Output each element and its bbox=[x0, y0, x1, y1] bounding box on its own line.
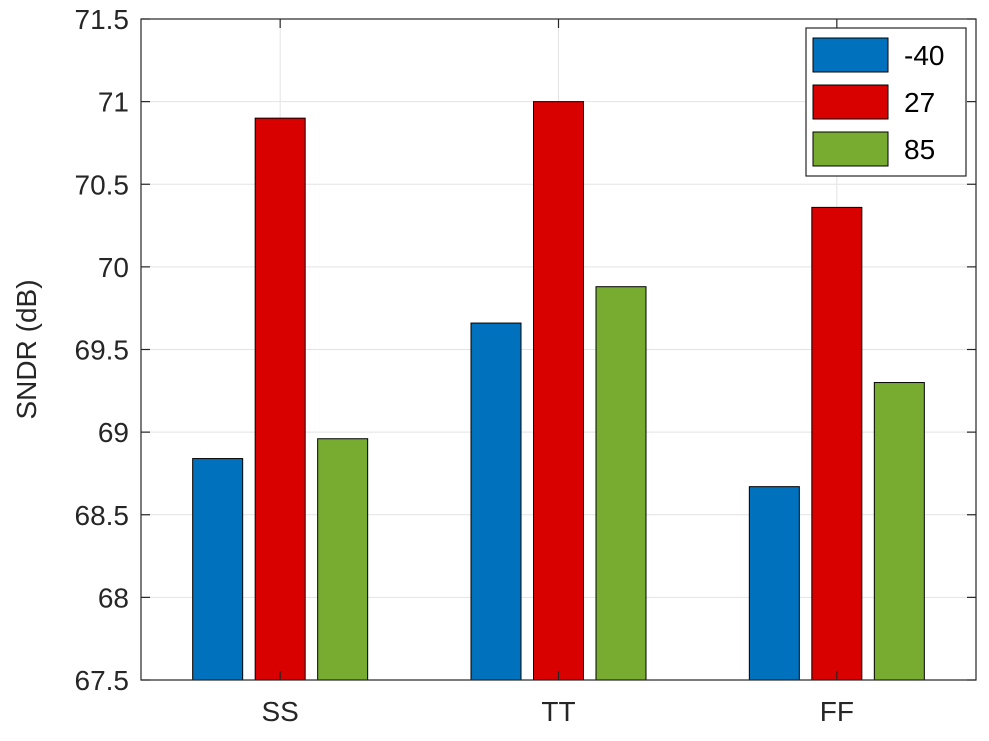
bar-ff-series-0 bbox=[748, 486, 800, 681]
y-tick-label: 70.5 bbox=[75, 169, 130, 200]
y-tick-label: 69 bbox=[98, 417, 129, 448]
y-tick-label: 71 bbox=[98, 87, 129, 118]
legend-entry-label: 85 bbox=[904, 134, 935, 165]
legend-swatch bbox=[812, 131, 889, 167]
legend-swatch bbox=[812, 84, 889, 120]
y-axis-label: SNDR (dB) bbox=[11, 279, 42, 419]
bar-ss-series-2 bbox=[317, 438, 369, 681]
y-tick-label: 67.5 bbox=[75, 665, 130, 696]
bars-group bbox=[192, 101, 925, 681]
y-axis-ticks: 67.5 68 68.5 69 69.5 70 70.5 71 71.5 bbox=[75, 4, 976, 696]
bar-tt-series-2 bbox=[595, 286, 647, 681]
bar-ff-series-2 bbox=[873, 382, 925, 681]
bar-ff-series-1 bbox=[811, 206, 863, 681]
y-tick-label: 69.5 bbox=[75, 335, 130, 366]
y-tick-label: 68 bbox=[98, 582, 129, 613]
bar-tt-series-1 bbox=[533, 101, 584, 681]
x-tick-label: TT bbox=[541, 696, 575, 727]
bar-ss-series-0 bbox=[192, 458, 244, 681]
legend-entry-label: -40 bbox=[904, 40, 944, 71]
bar-ss-series-1 bbox=[254, 117, 306, 681]
y-tick-label: 70 bbox=[98, 252, 129, 283]
x-tick-label: SS bbox=[261, 696, 298, 727]
bar-tt-series-0 bbox=[470, 322, 522, 681]
x-tick-label: FF bbox=[820, 696, 854, 727]
y-tick-label: 71.5 bbox=[75, 4, 130, 35]
legend-swatch bbox=[812, 37, 889, 73]
x-axis-ticks: SS TT FF bbox=[261, 19, 854, 727]
legend: -40 27 85 bbox=[805, 27, 967, 177]
y-tick-label: 68.5 bbox=[75, 500, 130, 531]
legend-entry-label: 27 bbox=[904, 87, 935, 118]
